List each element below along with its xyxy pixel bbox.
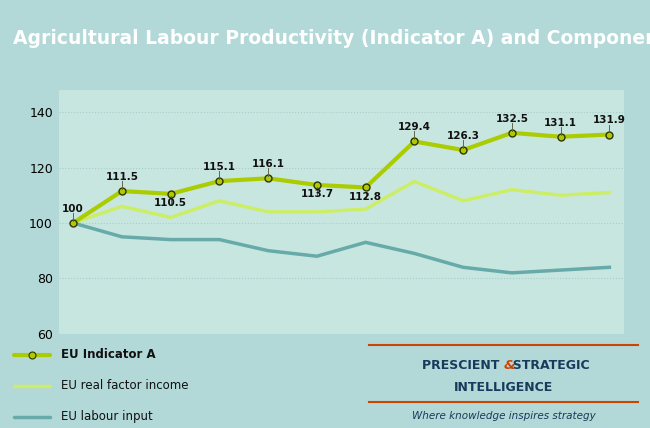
Text: Where knowledge inspires strategy: Where knowledge inspires strategy — [412, 411, 595, 421]
Text: 113.7: 113.7 — [300, 190, 333, 199]
Text: Agricultural Labour Productivity (Indicator A) and Components: Agricultural Labour Productivity (Indica… — [13, 29, 650, 48]
Text: 111.5: 111.5 — [105, 172, 138, 182]
Text: 131.9: 131.9 — [593, 116, 626, 125]
Text: 112.8: 112.8 — [349, 192, 382, 202]
Text: INTELLIGENCE: INTELLIGENCE — [454, 381, 553, 394]
Text: PRESCIENT: PRESCIENT — [422, 360, 504, 372]
Text: 132.5: 132.5 — [495, 114, 528, 124]
Text: EU Indicator A: EU Indicator A — [61, 348, 155, 361]
Text: 110.5: 110.5 — [154, 198, 187, 208]
Text: EU real factor income: EU real factor income — [61, 379, 188, 392]
Text: 131.1: 131.1 — [544, 118, 577, 128]
Text: EU labour input: EU labour input — [61, 410, 153, 423]
Text: 129.4: 129.4 — [398, 122, 431, 132]
Text: &: & — [504, 360, 520, 372]
Text: 126.3: 126.3 — [447, 131, 480, 141]
Text: STRATEGIC: STRATEGIC — [504, 360, 590, 372]
Text: 115.1: 115.1 — [203, 162, 236, 172]
Text: 100: 100 — [62, 204, 84, 214]
Text: 116.1: 116.1 — [252, 159, 285, 169]
